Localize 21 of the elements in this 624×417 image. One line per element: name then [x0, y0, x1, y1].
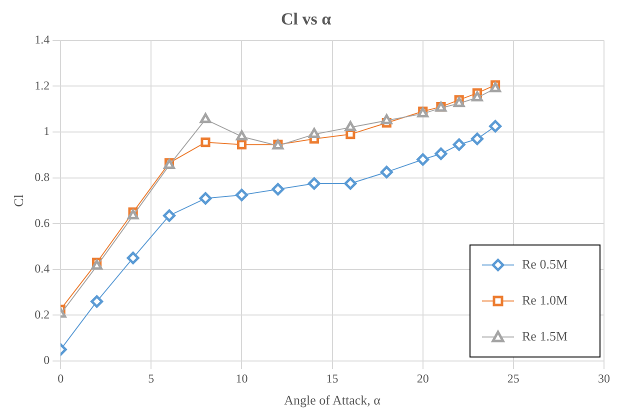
- x-tick-label: 0: [58, 371, 64, 386]
- y-tick-label: 0.4: [34, 262, 50, 276]
- x-tick-label: 30: [598, 371, 610, 386]
- legend-label: Re 1.0M: [522, 292, 568, 308]
- x-tick-label: 5: [148, 371, 154, 386]
- y-axis-title: Cl: [11, 194, 26, 207]
- y-tick-label: 0.2: [34, 307, 50, 322]
- y-tick-label: 1.2: [34, 78, 50, 92]
- y-tick-label: 1.4: [34, 32, 50, 47]
- legend-label: Re 1.5M: [522, 328, 568, 344]
- x-tick-label: 10: [236, 371, 248, 386]
- x-tick-label: 15: [326, 371, 338, 386]
- chart-title: Cl vs α: [280, 10, 332, 29]
- x-axis-title: Angle of Attack, α: [284, 392, 381, 408]
- y-tick-label: 0: [44, 353, 50, 368]
- y-tick-label: 0.6: [34, 216, 50, 230]
- x-tick-label: 25: [507, 371, 520, 386]
- y-tick-label: 1: [44, 124, 50, 138]
- x-tick-label: 20: [416, 371, 429, 386]
- legend-label: Re 0.5M: [522, 256, 568, 272]
- y-tick-label: 0.8: [34, 170, 50, 184]
